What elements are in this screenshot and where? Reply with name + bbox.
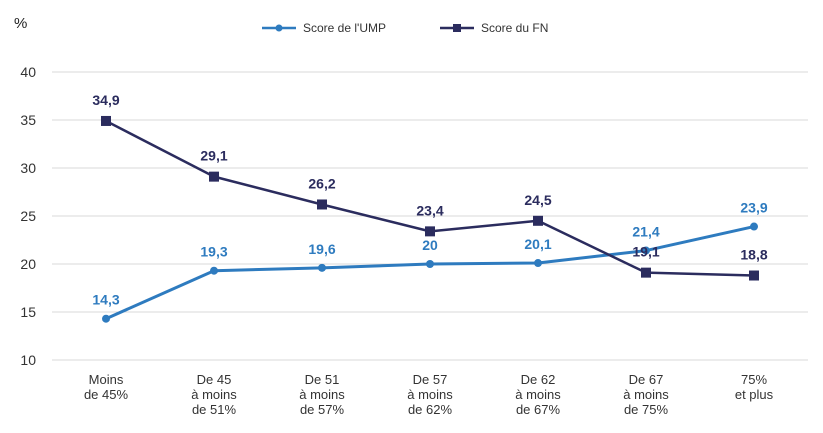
data-label: 18,8 [740, 247, 767, 263]
series-ump [102, 222, 758, 323]
data-label: 21,4 [632, 224, 659, 240]
data-label: 23,9 [740, 200, 767, 216]
y-tick-label: 25 [20, 208, 36, 224]
data-point [425, 226, 435, 237]
legend-label-ump: Score de l'UMP [303, 21, 386, 35]
legend-marker-fn [453, 24, 461, 32]
data-label: 34,9 [92, 92, 119, 108]
series-fn [101, 115, 759, 281]
x-tick-label: Moins de 45% [84, 372, 129, 402]
data-point [210, 266, 218, 275]
data-point [317, 199, 327, 210]
x-axis-ticks: Moins de 45% De 45 à moins de 51% De 51 à moin… [84, 372, 774, 417]
y-tick-label: 30 [20, 160, 36, 176]
series-group [101, 115, 759, 323]
data-point [318, 263, 326, 272]
x-tick-label: De 67 à moins de 75% [623, 372, 669, 417]
data-point [642, 246, 650, 255]
data-label: 20 [422, 237, 438, 253]
data-label: 19,1 [632, 244, 659, 260]
data-point [750, 222, 758, 231]
data-point [533, 215, 543, 226]
y-tick-label: 35 [20, 112, 36, 128]
legend-item-fn: Score du FN [440, 21, 548, 35]
data-point [749, 270, 759, 281]
data-point [102, 314, 110, 323]
data-label: 14,3 [92, 292, 119, 308]
y-tick-label: 15 [20, 304, 36, 320]
x-tick-label: De 45 à moins de 51% [191, 372, 237, 417]
x-tick-label: De 51 à moins de 57% [299, 372, 345, 417]
data-label: 19,6 [308, 241, 335, 257]
data-point [209, 171, 219, 182]
data-label: 23,4 [416, 202, 443, 218]
data-point [641, 267, 651, 278]
data-point [426, 260, 434, 268]
legend-marker-ump [275, 24, 283, 32]
x-tick-label: 75% et plus [735, 372, 774, 402]
y-tick-label: 20 [20, 256, 36, 272]
y-axis-unit-label: % [14, 15, 27, 32]
legend: Score de l'UMP Score du FN [262, 21, 548, 35]
data-label: 29,1 [200, 148, 227, 164]
data-point [534, 259, 542, 268]
data-label: 19,3 [200, 244, 227, 260]
y-axis-ticks: 10 15 20 25 30 35 40 [20, 64, 36, 368]
y-tick-label: 10 [20, 352, 36, 368]
data-label: 26,2 [308, 175, 335, 191]
legend-label-fn: Score du FN [481, 21, 548, 35]
x-tick-label: De 57 à moins de 62% [407, 372, 453, 417]
data-labels: 14,3 19,3 19,6 20 20,1 21,4 23,9 34,9 29,1 26,2 23… [92, 92, 767, 308]
data-label: 24,5 [524, 192, 551, 208]
legend-item-ump: Score de l'UMP [262, 21, 386, 35]
data-point [101, 115, 111, 126]
data-label: 20,1 [524, 236, 551, 252]
y-tick-label: 40 [20, 64, 36, 80]
x-tick-label: De 62 à moins de 67% [515, 372, 561, 417]
